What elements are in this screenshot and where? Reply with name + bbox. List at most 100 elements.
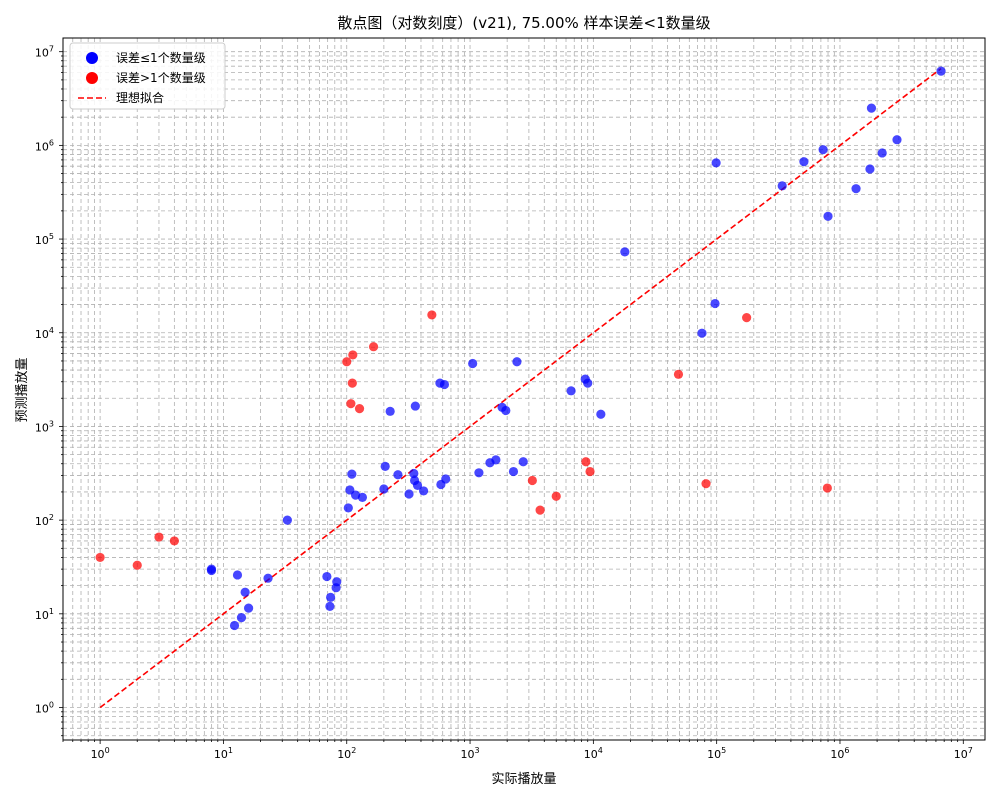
within-order-point <box>232 570 243 580</box>
beyond-order-point <box>354 404 365 414</box>
within-order-point <box>518 457 528 467</box>
within-order-point <box>474 468 484 478</box>
x-tick-label: 102 <box>337 746 356 761</box>
within-order-point <box>566 386 576 396</box>
within-order-point <box>697 328 707 338</box>
within-order-point <box>263 573 273 583</box>
y-tick-label-exponent: 5 <box>49 232 54 241</box>
within-order-point <box>441 474 451 484</box>
beyond-order-point <box>169 536 179 546</box>
within-order-point <box>877 148 887 158</box>
x-tick-label: 107 <box>954 746 973 761</box>
y-tick-label-base: 10 <box>35 328 49 341</box>
within-order-point <box>799 157 809 167</box>
legend-box <box>69 42 226 110</box>
y-tick-label: 103 <box>35 419 54 434</box>
y-tick-label-exponent: 2 <box>49 513 54 522</box>
within-order-point <box>501 405 511 416</box>
within-order-point <box>206 564 217 574</box>
within-order-point <box>240 587 250 597</box>
within-order-point <box>357 492 368 502</box>
within-order-point <box>243 603 254 613</box>
within-order-point <box>404 489 414 499</box>
within-order-point <box>711 158 721 168</box>
x-tick-label-exponent: 0 <box>105 746 110 755</box>
y-tick-label-exponent: 1 <box>49 607 54 616</box>
legend-item-within-label: 误差≤1个数量级 <box>116 50 206 65</box>
within-order-point <box>620 247 630 257</box>
beyond-order-point <box>581 457 591 467</box>
within-order-point <box>326 592 336 602</box>
y-tick-label-exponent: 6 <box>49 138 54 147</box>
within-order-point <box>936 66 946 76</box>
x-tick-label: 101 <box>214 746 233 761</box>
within-order-point <box>583 378 593 388</box>
legend-item-ideal-label: 理想拟合 <box>116 90 164 105</box>
within-order-point <box>393 470 403 480</box>
y-tick-label: 105 <box>35 232 54 247</box>
legend-item-beyond-label: 误差>1个数量级 <box>116 70 206 85</box>
y-tick-label-base: 10 <box>35 609 49 622</box>
y-tick-label-base: 10 <box>35 703 49 716</box>
ideal-fit-line <box>99 67 942 709</box>
x-tick-label-exponent: 2 <box>351 746 356 755</box>
beyond-order-point <box>585 466 595 477</box>
y-tick-label: 106 <box>35 138 54 153</box>
legend-item-beyond-marker <box>86 72 98 84</box>
beyond-order-point <box>701 479 711 489</box>
y-axis-label: 预测播放量 <box>15 357 30 422</box>
y-tick-label-base: 10 <box>35 515 49 528</box>
x-tick-label: 104 <box>584 746 603 761</box>
x-tick-label-base: 10 <box>830 748 844 761</box>
within-order-point <box>866 103 877 113</box>
x-tick-label: 103 <box>461 746 480 761</box>
x-tick-label-base: 10 <box>91 748 105 761</box>
x-tick-label-exponent: 1 <box>228 746 233 755</box>
within-order-point <box>343 503 353 513</box>
beyond-order-point <box>132 560 142 570</box>
y-tick-label-base: 10 <box>35 421 49 434</box>
within-order-point <box>596 409 606 419</box>
reference-line-group <box>99 67 942 709</box>
within-order-point <box>332 577 342 587</box>
within-order-point <box>282 515 292 525</box>
x-tick-label-exponent: 6 <box>844 746 849 755</box>
y-tick-label-base: 10 <box>35 234 49 247</box>
y-tick-label: 100 <box>35 701 54 716</box>
within-order-point <box>325 601 335 612</box>
within-order-point <box>491 455 501 465</box>
within-order-point <box>439 379 450 390</box>
beyond-order-point <box>154 532 164 542</box>
beyond-order-point <box>527 475 537 486</box>
x-tick-label-exponent: 5 <box>721 746 726 755</box>
x-tick-label: 106 <box>830 746 849 761</box>
beyond-order-point <box>742 313 752 323</box>
beyond-order-point <box>347 378 357 388</box>
within-order-point <box>508 466 519 477</box>
within-order-point <box>512 357 522 367</box>
within-order-point <box>322 571 332 582</box>
beyond-order-point <box>673 369 684 379</box>
y-tick-label-base: 10 <box>35 47 49 60</box>
x-tick-label-exponent: 7 <box>968 746 973 755</box>
within-order-point <box>468 358 478 369</box>
y-tick-label: 101 <box>35 607 54 622</box>
within-order-point <box>777 181 787 191</box>
within-order-point <box>851 184 861 194</box>
plot-frame <box>62 37 986 741</box>
y-tick-label-exponent: 0 <box>49 701 54 710</box>
within-order-point <box>823 211 833 221</box>
x-tick-label-base: 10 <box>461 748 475 761</box>
within-order-point <box>379 484 389 494</box>
y-tick-label: 102 <box>35 513 54 528</box>
within-order-point <box>418 486 429 496</box>
beyond-order-point <box>427 310 437 320</box>
x-tick-label: 105 <box>707 746 726 761</box>
y-tick-label-base: 10 <box>35 140 49 153</box>
data-points <box>95 66 946 631</box>
within-order-point <box>385 406 395 416</box>
x-tick-label-base: 10 <box>337 748 351 761</box>
within-order-point <box>410 401 420 411</box>
y-tick-label: 104 <box>35 326 54 341</box>
beyond-order-point <box>822 483 832 493</box>
